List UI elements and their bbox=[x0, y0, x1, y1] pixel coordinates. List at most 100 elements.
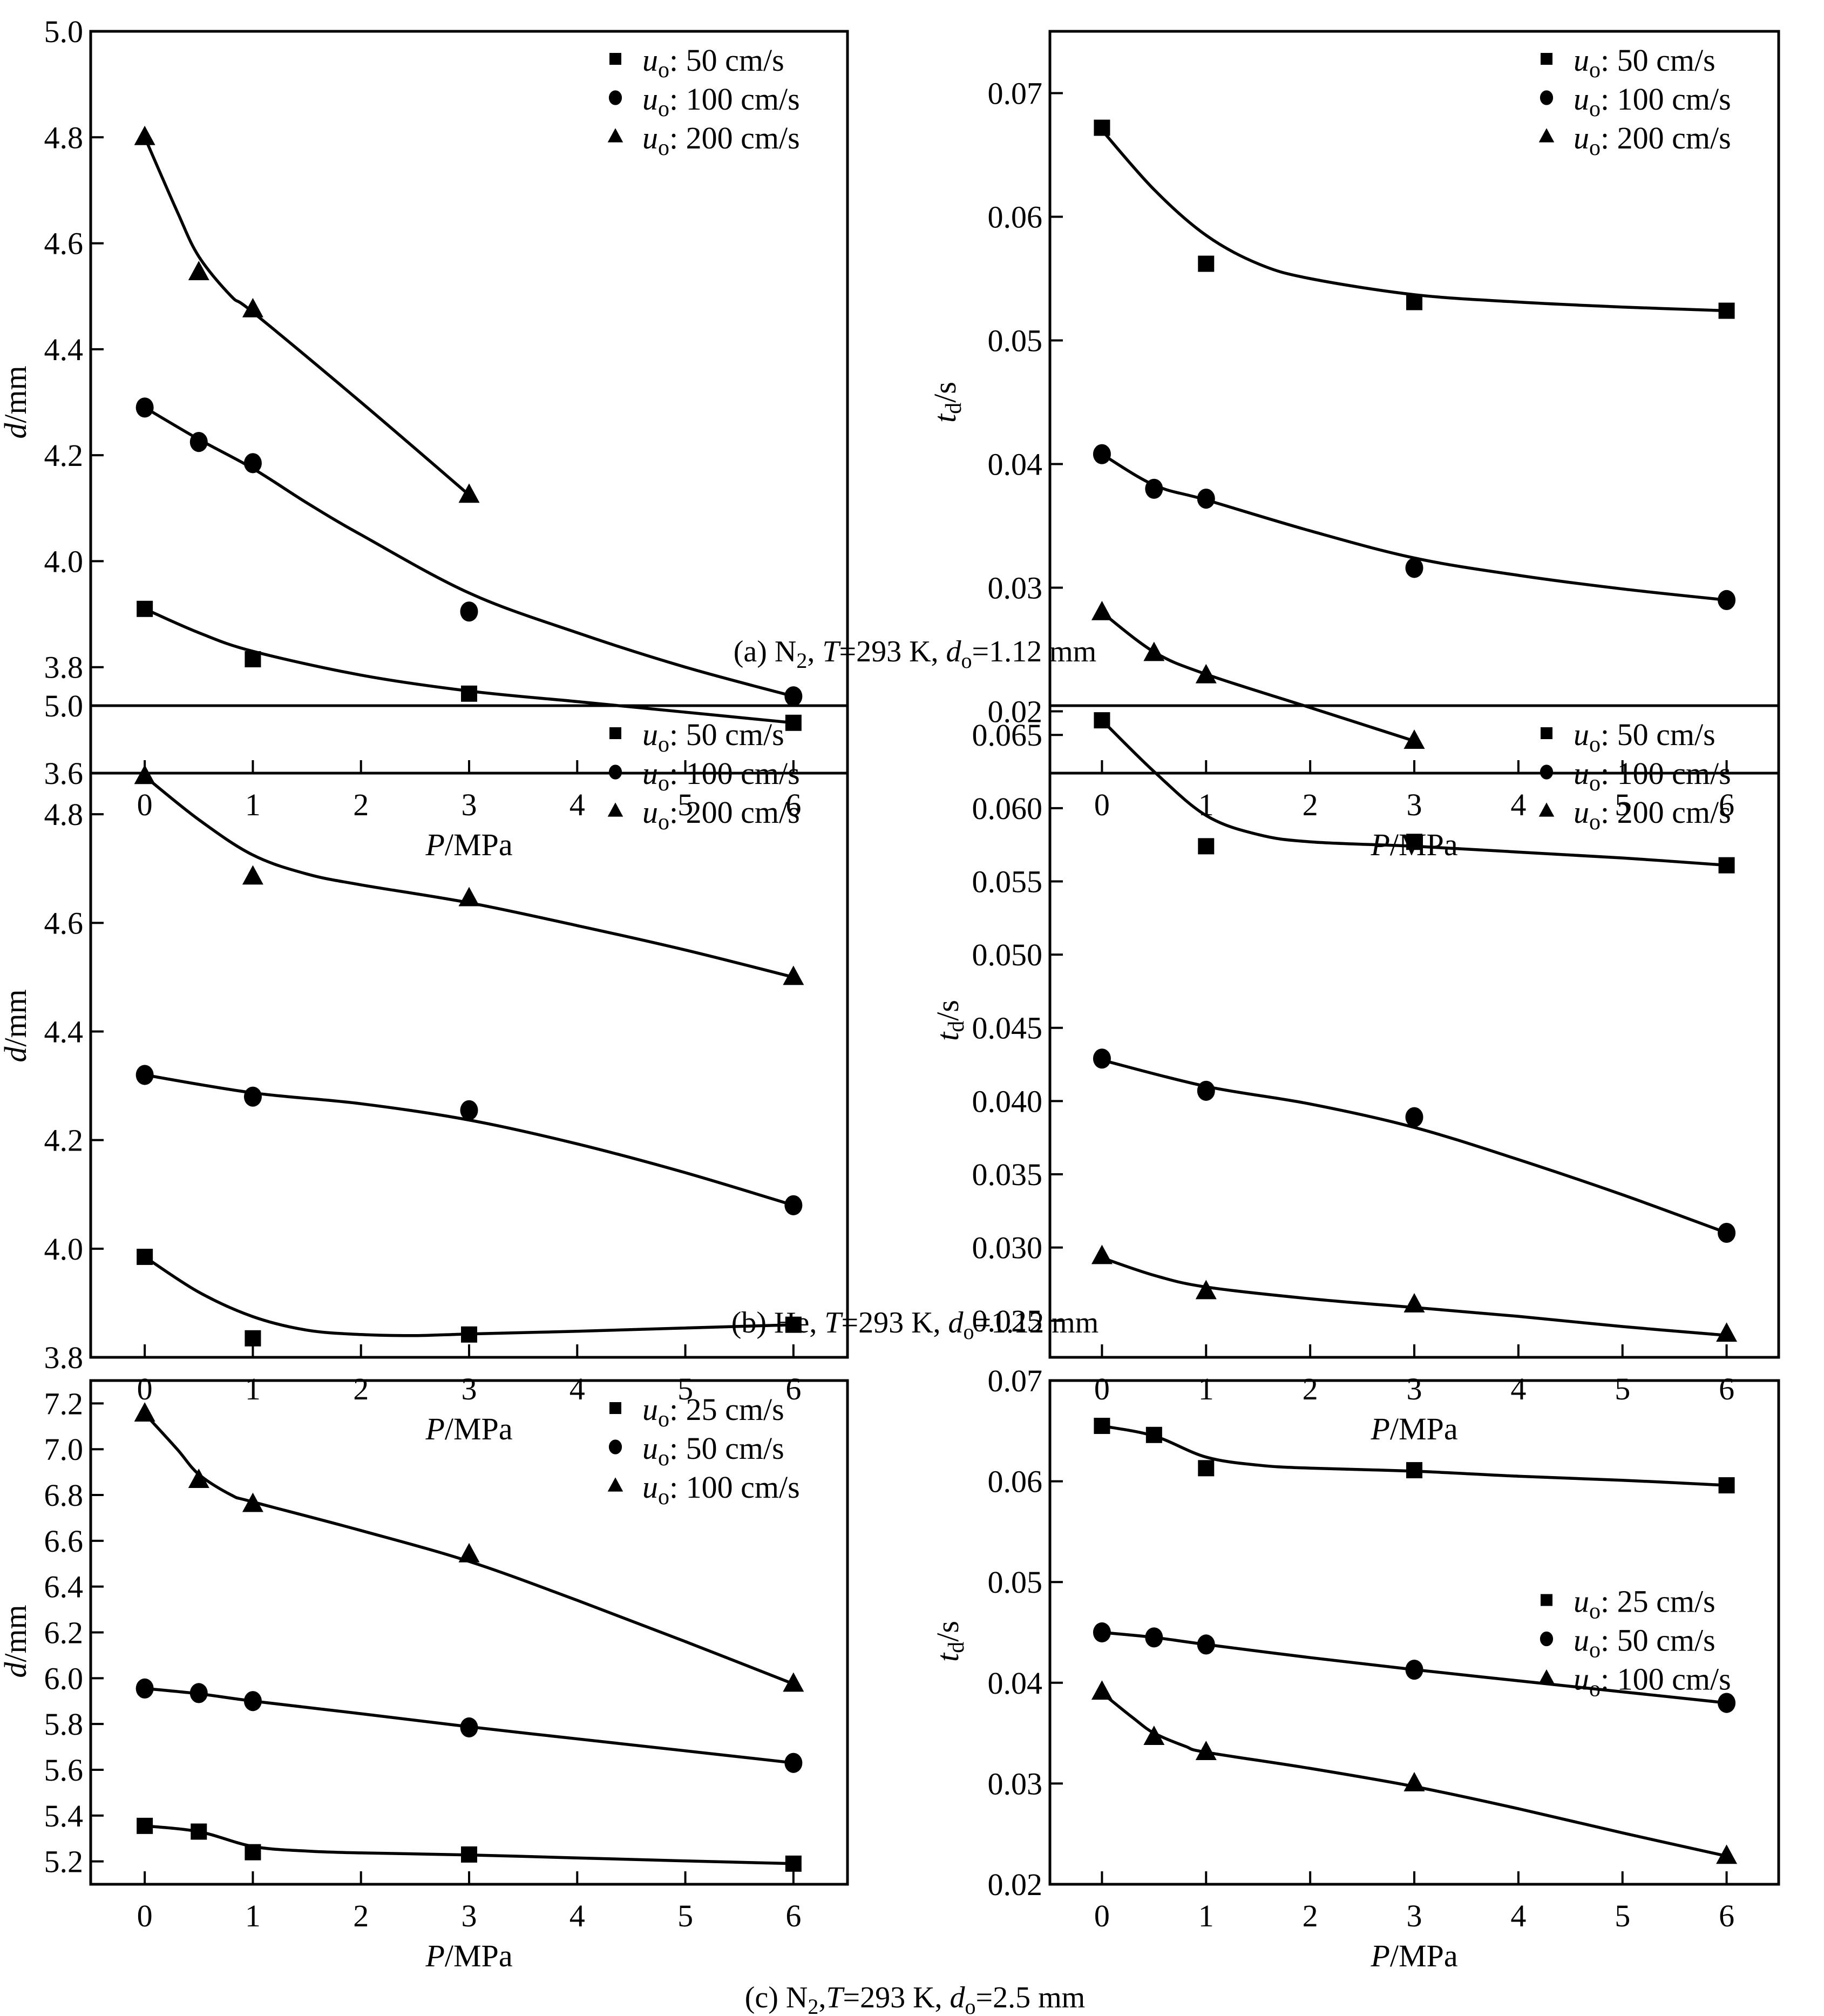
legend-marker-triangle bbox=[1538, 1669, 1555, 1684]
y-tick-label: 4.8 bbox=[44, 120, 84, 155]
series-triangle bbox=[134, 125, 480, 503]
y-tick-label: 4.0 bbox=[44, 544, 84, 579]
x-tick-label: 0 bbox=[1094, 787, 1110, 822]
x-tick-label: 2 bbox=[353, 1898, 369, 1933]
legend-subscript: o bbox=[658, 732, 669, 757]
data-point-triangle bbox=[783, 1672, 804, 1692]
data-point-square bbox=[461, 1846, 477, 1863]
data-point-circle bbox=[243, 1691, 262, 1711]
legend-entry: uo: 50 cm/s bbox=[1574, 1623, 1715, 1663]
y-axis-label: td/s bbox=[930, 1621, 969, 1662]
y-tick-label: 7.0 bbox=[44, 1432, 84, 1467]
x-tick-label: 0 bbox=[137, 1371, 153, 1406]
data-point-square bbox=[1198, 255, 1215, 272]
legend-marker-triangle bbox=[607, 1477, 623, 1492]
series-circle bbox=[1093, 1622, 1736, 1713]
x-tick-label: 3 bbox=[462, 787, 477, 822]
legend-symbol: u bbox=[1574, 795, 1589, 830]
x-axis-label-unit: /MPa bbox=[445, 827, 513, 862]
data-point-circle bbox=[460, 1717, 478, 1738]
y-tick-label: 6.0 bbox=[44, 1661, 84, 1696]
fit-curve bbox=[144, 406, 794, 698]
legend-entry: uo: 100 cm/s bbox=[642, 756, 800, 796]
x-tick-label: 4 bbox=[569, 787, 585, 822]
fit-curve bbox=[1102, 1631, 1727, 1704]
data-point-triangle bbox=[458, 887, 480, 906]
legend-marker-circle bbox=[1540, 1631, 1554, 1647]
x-tick-label: 4 bbox=[1510, 1898, 1526, 1933]
data-point-circle bbox=[1093, 1622, 1111, 1643]
x-tick-label: 5 bbox=[677, 1898, 693, 1933]
legend-subscript: o bbox=[1589, 810, 1601, 835]
legend-entry: uo: 50 cm/s bbox=[642, 717, 784, 757]
data-point-circle bbox=[1405, 1659, 1423, 1680]
y-tick-label: 0.04 bbox=[988, 1666, 1043, 1701]
x-tick-label: 6 bbox=[785, 1898, 801, 1933]
series-circle bbox=[1093, 1048, 1736, 1243]
data-point-circle bbox=[1718, 590, 1736, 610]
y-axis-label: td/s bbox=[930, 1000, 969, 1041]
series-triangle bbox=[1091, 1244, 1738, 1342]
x-tick-label: 4 bbox=[1510, 787, 1526, 822]
legend-entry: uo: 25 cm/s bbox=[642, 1392, 784, 1432]
x-tick-label: 0 bbox=[1094, 1898, 1110, 1933]
legend-symbol: u bbox=[1574, 717, 1589, 752]
y-axis-label-unit: /mm bbox=[0, 366, 33, 423]
data-point-square bbox=[1406, 294, 1422, 310]
legend-marker-circle bbox=[608, 1439, 622, 1455]
data-point-square bbox=[245, 651, 261, 667]
caption-diameter-symbol: d bbox=[948, 1306, 964, 1340]
caption-separator: , bbox=[807, 635, 822, 668]
legend-entry: uo: 50 cm/s bbox=[1574, 717, 1715, 757]
chart-a-left: 0 1 2 3 4 5 6 3.6 3.8 4.0 4.2 4.4 4.6 4.8 5.0 P/MPa d/mm… bbox=[0, 14, 849, 862]
y-tick-label: 0.025 bbox=[972, 1303, 1043, 1338]
legend-entry: uo: 50 cm/s bbox=[642, 43, 784, 83]
x-tick-label: 5 bbox=[1615, 1371, 1630, 1406]
fit-curve bbox=[144, 1687, 794, 1764]
caption-diameter-value: =2.5 mm bbox=[976, 1981, 1086, 2014]
x-axis-label-unit: /MPa bbox=[1390, 1411, 1458, 1446]
series-triangle bbox=[134, 765, 804, 985]
data-point-square bbox=[785, 714, 802, 731]
data-point-triangle bbox=[1091, 1244, 1113, 1264]
legend-marker-square bbox=[609, 53, 621, 65]
x-tick-label: 0 bbox=[137, 787, 153, 822]
legend: uo: 25 cm/suo: 50 cm/suo: 100 cm/s bbox=[607, 1392, 800, 1510]
legend-symbol: u bbox=[1574, 1662, 1589, 1697]
data-point-triangle bbox=[188, 261, 209, 281]
data-point-circle bbox=[135, 1678, 154, 1699]
data-point-triangle bbox=[1716, 1322, 1738, 1342]
data-point-circle bbox=[784, 1753, 803, 1773]
fit-curve bbox=[1101, 452, 1727, 602]
y-tick-label: 0.07 bbox=[988, 1363, 1043, 1398]
data-point-circle bbox=[243, 1086, 262, 1107]
caption-prefix: (a) N bbox=[734, 635, 797, 668]
legend-symbol: u bbox=[1574, 120, 1589, 155]
legend-subscript: o bbox=[1589, 58, 1601, 83]
series-circle bbox=[135, 397, 803, 707]
x-tick-label: 5 bbox=[677, 787, 693, 822]
series-triangle bbox=[134, 1402, 804, 1692]
data-point-triangle bbox=[242, 297, 263, 317]
data-point-triangle bbox=[458, 483, 480, 503]
y-axis-label: d/mm bbox=[0, 989, 33, 1062]
x-axis-label-symbol: P bbox=[1370, 1938, 1389, 1973]
legend-symbol: u bbox=[1574, 756, 1589, 791]
legend: uo: 50 cm/suo: 100 cm/suo: 200 cm/s bbox=[1538, 43, 1731, 160]
x-axis-label-symbol: P bbox=[425, 1938, 444, 1973]
data-point-triangle bbox=[783, 965, 804, 985]
caption-prefix: (b) He bbox=[731, 1306, 810, 1340]
data-point-triangle bbox=[1195, 1280, 1217, 1300]
legend-entry: uo: 200 cm/s bbox=[642, 120, 800, 160]
caption-a: (a) N2, T=293 K, do=1.12 mm bbox=[734, 635, 1096, 673]
data-point-circle bbox=[189, 1683, 208, 1703]
data-point-square bbox=[1094, 119, 1110, 136]
legend-subscript: o bbox=[658, 97, 669, 121]
caption-subscript: 2 bbox=[796, 648, 807, 673]
y-tick-label: 0.03 bbox=[988, 1766, 1043, 1801]
legend-value: : 100 cm/s bbox=[669, 1470, 800, 1505]
y-tick-label: 5.6 bbox=[44, 1753, 84, 1788]
data-point-square bbox=[1718, 302, 1735, 319]
legend-entry: uo: 100 cm/s bbox=[1574, 1662, 1731, 1702]
series-circle bbox=[1093, 444, 1736, 610]
